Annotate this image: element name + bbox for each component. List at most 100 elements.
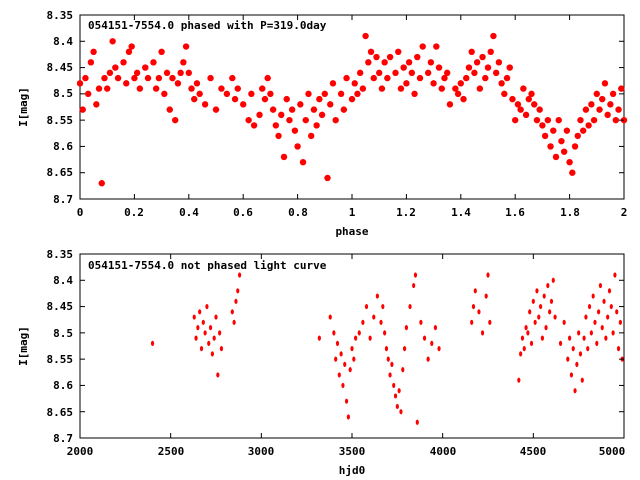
data-point <box>541 132 549 140</box>
data-point <box>604 335 608 341</box>
data-point <box>327 101 334 108</box>
data-point <box>313 122 320 129</box>
data-point <box>329 80 337 87</box>
data-point <box>321 90 328 98</box>
data-point <box>305 90 312 98</box>
data-point <box>595 340 599 346</box>
data-point <box>540 335 545 341</box>
data-point <box>577 330 581 336</box>
data-point <box>275 132 282 140</box>
data-point <box>261 95 269 103</box>
data-point <box>188 85 195 92</box>
data-point <box>218 330 222 336</box>
data-point <box>549 298 554 304</box>
data-point <box>280 153 288 161</box>
data-point <box>87 59 95 66</box>
data-point <box>471 69 478 77</box>
data-point <box>598 282 603 289</box>
data-point <box>372 314 376 320</box>
y-axis-label: I[mag] <box>17 326 30 366</box>
data-point <box>201 319 205 325</box>
plot-frame <box>79 253 625 439</box>
data-point <box>317 335 321 341</box>
data-point <box>452 85 459 92</box>
data-point <box>328 314 332 320</box>
data-point <box>531 298 535 304</box>
data-point <box>544 116 552 124</box>
data-point <box>535 288 539 294</box>
data-point <box>522 111 530 119</box>
data-point <box>487 48 494 55</box>
data-point <box>264 74 271 82</box>
data-point <box>368 335 372 341</box>
data-point <box>384 74 391 82</box>
data-point <box>528 309 532 315</box>
data-point <box>359 85 367 92</box>
chart-title: 054151-7554.0 not phased light curve <box>88 259 327 272</box>
data-point <box>207 74 214 82</box>
data-point <box>488 319 492 325</box>
data-point <box>356 69 364 77</box>
data-point <box>210 351 214 357</box>
data-point <box>446 101 454 108</box>
y-axis-label: I[mag] <box>17 87 30 127</box>
data-point <box>390 361 394 367</box>
data-point <box>367 48 375 55</box>
data-point <box>597 309 601 315</box>
data-point <box>234 85 241 92</box>
x-tick-label: 2500 <box>158 445 185 458</box>
data-point <box>344 398 349 404</box>
data-point <box>414 53 421 61</box>
data-point <box>337 90 345 98</box>
data-point <box>607 101 614 108</box>
data-point <box>240 101 247 108</box>
data-point <box>427 59 435 66</box>
data-point <box>524 325 528 331</box>
data-point <box>174 80 182 87</box>
data-point <box>193 80 201 87</box>
data-point <box>166 106 173 113</box>
data-point <box>430 340 434 346</box>
data-point <box>591 293 595 299</box>
data-point <box>212 106 220 113</box>
data-point <box>297 101 304 108</box>
data-point <box>607 288 612 294</box>
data-point <box>191 95 198 103</box>
data-point <box>388 372 392 378</box>
data-point <box>198 309 202 315</box>
data-point <box>82 74 89 82</box>
data-point <box>245 116 252 124</box>
data-point <box>250 122 258 129</box>
data-point <box>288 106 296 113</box>
data-point <box>402 346 407 352</box>
data-point <box>219 346 224 352</box>
data-point <box>248 90 255 98</box>
data-point <box>584 314 588 320</box>
data-point <box>498 80 505 87</box>
data-point <box>495 59 503 66</box>
data-point <box>376 69 383 77</box>
data-point <box>528 90 535 98</box>
data-point <box>155 74 163 82</box>
data-point <box>125 48 133 55</box>
data-point <box>419 43 426 50</box>
data-point <box>131 74 138 82</box>
data-point <box>201 101 209 108</box>
data-point <box>361 319 365 325</box>
data-point <box>604 111 611 119</box>
data-point <box>430 80 437 87</box>
data-point <box>109 38 116 45</box>
data-point <box>158 48 165 55</box>
data-point <box>352 356 356 362</box>
data-point <box>381 59 388 66</box>
data-point <box>569 372 574 378</box>
data-point <box>571 346 575 352</box>
y-tick-label: 8.6 <box>53 379 73 392</box>
data-point <box>192 314 196 320</box>
data-point <box>392 382 396 389</box>
data-point <box>172 116 179 124</box>
data-point <box>573 388 577 394</box>
y-tick-label: 8.45 <box>47 61 74 74</box>
data-point <box>373 53 380 61</box>
